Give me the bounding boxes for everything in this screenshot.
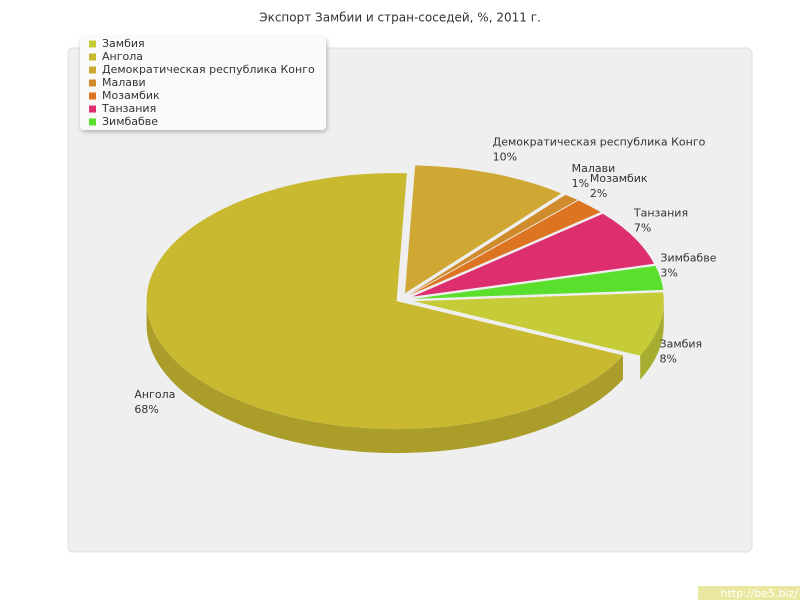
- legend-label: Танзания: [101, 102, 156, 115]
- legend-label: Малави: [102, 76, 146, 89]
- plot-area: [67, 47, 753, 553]
- legend-label: Зимбабве: [102, 115, 158, 128]
- slice-label: Танзания: [633, 206, 688, 219]
- slice-label: Мозамбик: [590, 172, 648, 185]
- slice-side: [146, 301, 623, 454]
- legend-swatch: [89, 105, 96, 113]
- slice: [410, 200, 601, 296]
- legend-swatch: [89, 92, 96, 100]
- legend-swatch: [89, 53, 96, 61]
- slice-label: Малави: [572, 162, 616, 175]
- legend-swatch: [89, 79, 96, 87]
- slice-label: Ангола: [134, 388, 175, 401]
- watermark-bg: [698, 586, 800, 600]
- legend-swatch: [89, 66, 96, 74]
- slice-value-label: 7%: [634, 221, 651, 234]
- slice: [409, 194, 578, 295]
- slice: [412, 213, 654, 297]
- legend-label: Демократическая республика Конго: [102, 63, 315, 76]
- slice-value-label: 1%: [572, 177, 589, 190]
- watermark: http://be5.biz/: [721, 587, 799, 600]
- legend: [80, 36, 326, 130]
- slice-label: Демократическая республика Конго: [493, 136, 706, 149]
- slice-value-label: 2%: [590, 187, 607, 200]
- slice-value-label: 3%: [660, 266, 677, 279]
- legend-swatch: [89, 40, 96, 48]
- legend-label: Замбия: [102, 37, 145, 50]
- slice-value-label: 68%: [134, 403, 158, 416]
- chart-title: Экспорт Замбии и стран-соседей, %, 2011 …: [259, 11, 541, 25]
- slice: [413, 265, 664, 299]
- slice: [413, 292, 664, 356]
- legend-label: Ангола: [102, 50, 143, 63]
- legend-swatch: [89, 118, 96, 126]
- pie: Замбия 8% Ангола 68% Демократическая республ…: [134, 136, 717, 454]
- slice: [404, 165, 562, 294]
- slice-side: [640, 301, 664, 380]
- slice-value-label: 10%: [493, 151, 517, 164]
- slice: [146, 173, 623, 430]
- legend-label: Мозамбик: [102, 89, 160, 102]
- slice-value-label: 8%: [660, 352, 677, 365]
- slice-label: Замбия: [660, 337, 703, 350]
- slice-label: Зимбабве: [660, 251, 716, 264]
